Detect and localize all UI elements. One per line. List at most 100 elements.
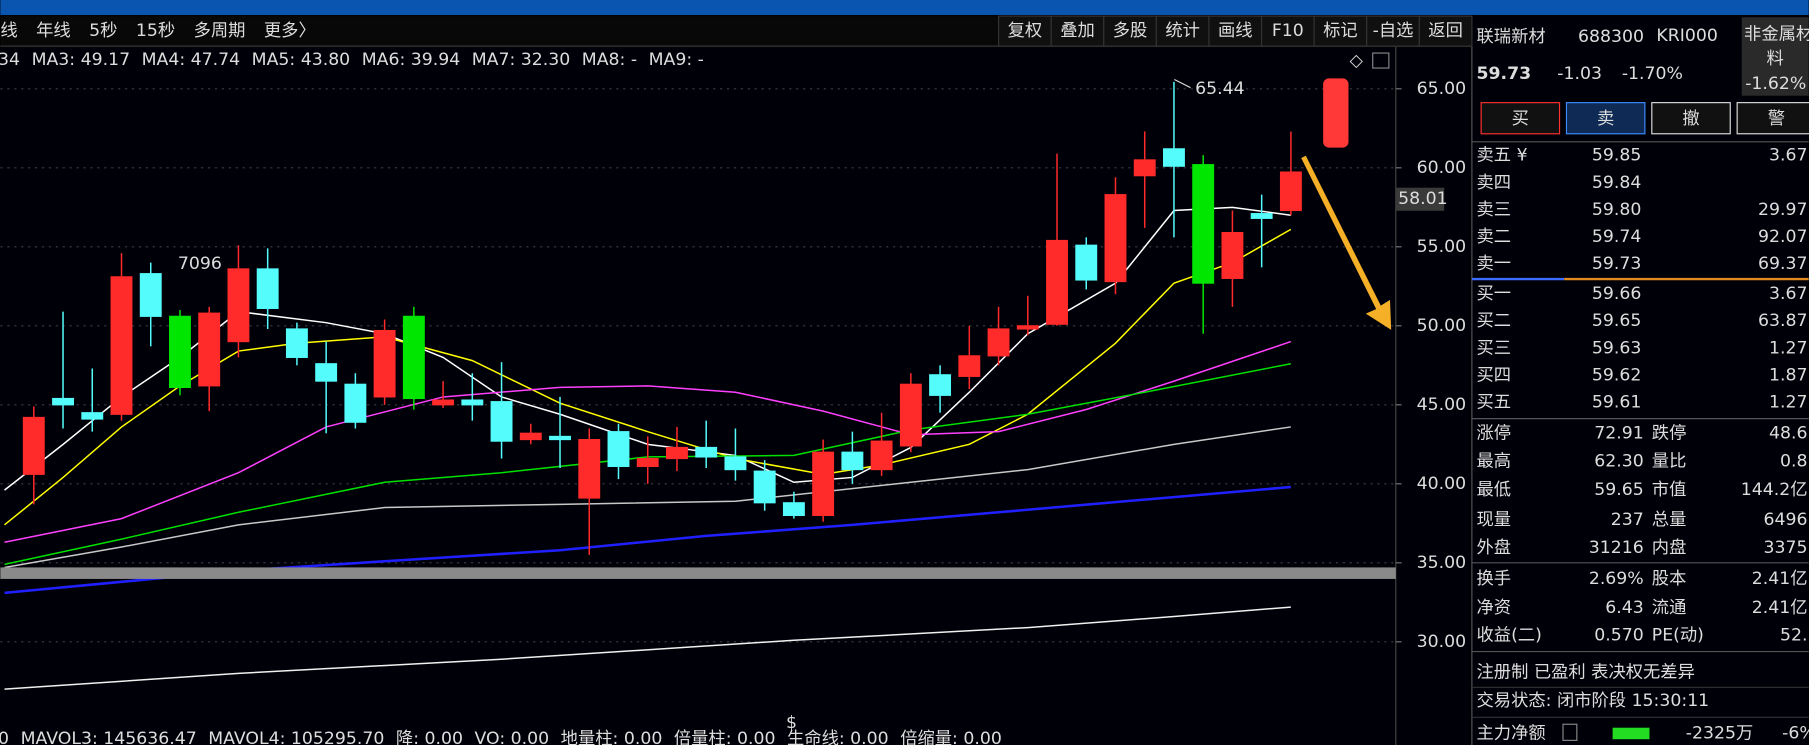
candle-body [666, 446, 688, 460]
toolbar-button[interactable] [1366, 15, 1420, 47]
book-label: 卖三 [1477, 200, 1512, 220]
candle-body [987, 328, 1010, 357]
legend-item: 倍量柱: 0.00 [674, 729, 776, 745]
stat-label: 换手 [1477, 569, 1512, 589]
candle-body [1221, 232, 1244, 279]
toolbar-button-label[interactable]: 画线 [1218, 21, 1253, 41]
toolbar-button[interactable] [1418, 15, 1473, 47]
y-tick-label: 65.00 [1417, 79, 1466, 99]
y-tick-label: 40.00 [1417, 474, 1466, 494]
toolbar-button[interactable] [1313, 15, 1368, 47]
quote-panel: 联瑞新材 688300 KRI000 非金属材 料 -1.62% 59.73 -… [1471, 17, 1809, 743]
book-volume: 63.87 [1758, 311, 1807, 331]
icon[interactable] [1562, 723, 1578, 741]
flow-label: 主力净额 [1477, 723, 1546, 743]
icon[interactable] [1372, 52, 1390, 69]
legend-item: 地量柱: 0.00 [561, 729, 663, 745]
candle-body [607, 431, 630, 468]
stat-value: 6496 [1764, 510, 1808, 530]
stat-label: 现量 [1477, 510, 1512, 530]
candle-body [549, 435, 571, 441]
y-tick-label: 55.00 [1417, 237, 1466, 257]
toolbar-button[interactable] [1103, 15, 1157, 47]
candle-body [315, 363, 338, 382]
note: 交易状态: 闭市阶段 15:30:11 [1477, 691, 1710, 711]
toolbar-button-label[interactable]: F10 [1272, 21, 1304, 41]
candle-body [636, 457, 659, 468]
candle-body [432, 399, 455, 406]
book-price: 59.65 [1592, 311, 1641, 331]
toolbar-button-label[interactable]: 多股 [1113, 21, 1148, 41]
stat-label: 流通 [1652, 598, 1687, 618]
book-label: 买三 [1477, 338, 1512, 358]
stat-label: 量比 [1652, 451, 1687, 471]
trade-button-label[interactable]: 撤 [1682, 109, 1699, 129]
stat-label: 总量 [1652, 510, 1687, 530]
toolbar-button[interactable] [1208, 15, 1263, 47]
book-label: 买一 [1477, 284, 1512, 304]
toolbar-button-label[interactable]: -自选 [1373, 21, 1414, 41]
legend-item: MA9: - [649, 50, 704, 70]
price-chart: 34 MA3: 49.17 MA4: 47.74 MA5: 43.80 MA6: 39.… [0, 50, 1466, 745]
change-pct: -1.70% [1622, 64, 1683, 84]
trade-button[interactable] [1651, 102, 1731, 135]
stock-name: 联瑞新材 [1477, 27, 1546, 47]
toolbar-button-label[interactable]: 叠加 [1060, 21, 1095, 41]
toolbar-button-label[interactable]: 标记 [1323, 21, 1358, 41]
trade-button[interactable] [1736, 102, 1809, 135]
ma-line [4, 606, 1291, 690]
stat-value: 3375 [1764, 538, 1808, 558]
book-price: 59.63 [1592, 338, 1641, 358]
trade-button[interactable] [1565, 102, 1646, 135]
trade-button-label[interactable]: 买 [1512, 109, 1529, 129]
annotation: 7096 [178, 254, 222, 274]
period-tab[interactable]: 多周期 [194, 21, 246, 41]
sector-box[interactable] [1741, 17, 1809, 96]
candle-body [782, 502, 805, 516]
legend-item: MA8: - [582, 50, 637, 70]
candle-body [285, 328, 308, 358]
y-tick-label: 60.00 [1417, 158, 1466, 178]
toolbar-button-label[interactable]: 返回 [1428, 21, 1463, 41]
trade-button-label[interactable]: 警 [1768, 109, 1785, 129]
candle-body [227, 268, 250, 343]
candle-body [1075, 244, 1098, 281]
toolbar-button-label[interactable]: 复权 [1008, 21, 1043, 41]
stat-label: 市值 [1652, 480, 1687, 500]
legend-item: MA3: 49.17 [32, 50, 131, 70]
period-tab[interactable]: 15秒 [136, 21, 175, 41]
toolbar-button[interactable] [1155, 15, 1210, 47]
candle-body [695, 446, 718, 458]
stat-value: 0.570 [1594, 625, 1643, 645]
trade-buttons: 买卖撤警 [1480, 102, 1809, 135]
stat-label: 收益(二) [1477, 625, 1542, 645]
period-tab[interactable]: 年线 [36, 21, 71, 41]
legend-item: MA5: 43.80 [252, 50, 351, 70]
toolbar-button[interactable] [998, 15, 1052, 47]
candle-body [198, 312, 221, 387]
book-price: 59.74 [1592, 227, 1641, 247]
book-price: 59.73 [1592, 254, 1641, 274]
toolbar-button[interactable] [1050, 15, 1105, 47]
stat-value: 0.8 [1780, 451, 1807, 471]
trade-button[interactable] [1480, 102, 1561, 135]
y-tick-label: 35.00 [1417, 553, 1466, 573]
book-volume: 92.07 [1758, 227, 1807, 247]
period-tab[interactable]: 5秒 [89, 21, 117, 41]
gray-band [0, 567, 1396, 579]
sector-pct: -1.62% [1745, 74, 1806, 94]
book-price: 59.61 [1592, 392, 1641, 412]
y-tick-label: 30.00 [1417, 632, 1466, 652]
toolbar-button[interactable] [1260, 15, 1315, 47]
toolbar-button-label[interactable]: 统计 [1165, 21, 1200, 41]
period-tab[interactable]: 线 [0, 21, 17, 41]
toolbar-items: 线年线 5秒 15秒 多周期 更多〉 复权 叠加 多股 统计 画线 F10 标记 -自选 返回 [0, 15, 1473, 47]
trade-button-label[interactable]: 卖 [1597, 109, 1614, 129]
book-label: 卖五 ¥ [1477, 146, 1528, 166]
book-label: 买二 [1477, 311, 1512, 331]
period-tab[interactable]: 更多〉 [264, 21, 316, 41]
icon[interactable]: ◇ [1350, 51, 1364, 71]
book-price: 59.80 [1592, 200, 1641, 220]
stat-label: 外盘 [1477, 538, 1512, 558]
y-tick-label: 45.00 [1417, 395, 1466, 415]
